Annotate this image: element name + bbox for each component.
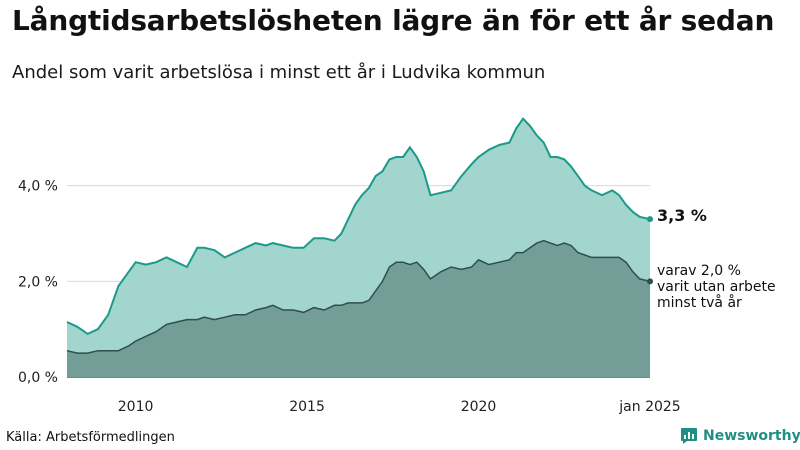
y-tick-label: 0,0 % bbox=[18, 370, 58, 386]
y-tick-labels: 0,0 % 2,0 % 4,0 % bbox=[18, 179, 58, 386]
line-sub bbox=[66, 239, 651, 354]
end-label-total: 3,3 % bbox=[657, 206, 707, 225]
bar-chart-speech-icon bbox=[681, 428, 697, 444]
chart-title: Långtidsarbetslösheten lägre än för ett … bbox=[12, 4, 775, 37]
line-total bbox=[66, 117, 651, 336]
end-marker-total bbox=[647, 216, 653, 223]
x-tick-label: 2020 bbox=[461, 399, 497, 415]
x-tick-label: 2010 bbox=[118, 399, 154, 415]
x-tick-labels: 2010 2015 2020 jan 2025 bbox=[118, 399, 681, 415]
end-label-sub-line-2: varit utan arbete bbox=[657, 279, 776, 295]
source-note: Källa: Arbetsförmedlingen bbox=[6, 430, 175, 445]
y-tick-label: 4,0 % bbox=[18, 179, 58, 195]
chart-subtitle: Andel som varit arbetslösa i minst ett å… bbox=[12, 62, 546, 83]
brand-name: Newsworthy bbox=[703, 428, 800, 444]
area-sub bbox=[67, 240, 650, 377]
end-label-sub-line-3: minst två år bbox=[657, 294, 742, 311]
end-label-sub-line-1: varav 2,0 % bbox=[657, 263, 741, 279]
brand-logo: Newsworthy bbox=[680, 427, 800, 445]
x-tick-label: 2015 bbox=[289, 399, 325, 415]
y-tick-label: 2,0 % bbox=[18, 274, 58, 290]
x-tick-label: jan 2025 bbox=[618, 399, 680, 415]
end-marker-sub bbox=[647, 278, 653, 285]
